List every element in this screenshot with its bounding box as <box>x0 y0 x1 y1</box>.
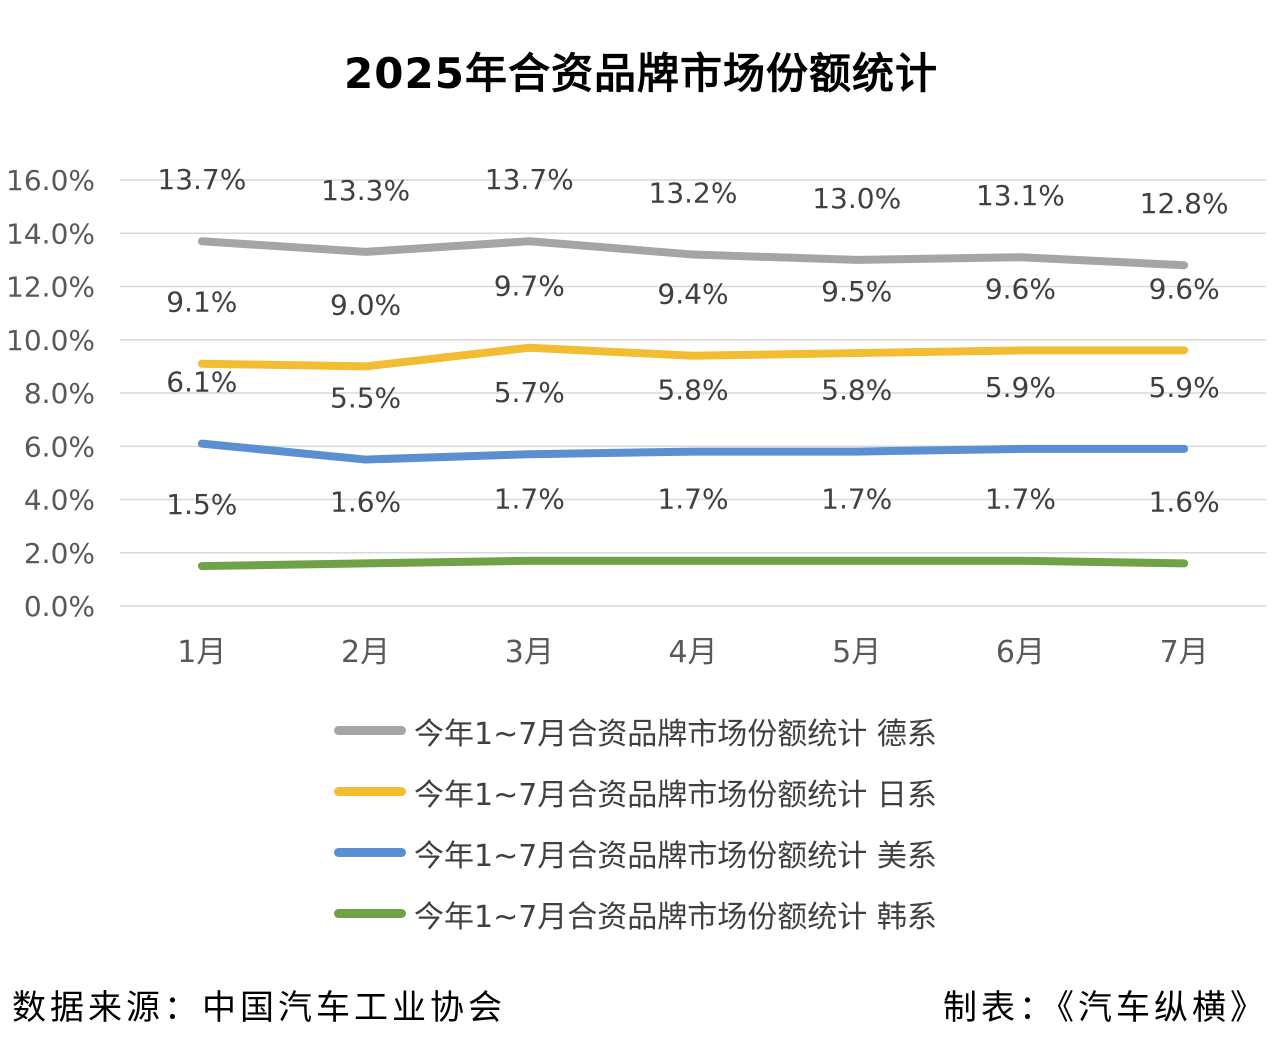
table-maker-note: 制表：《汽车纵横》 <box>943 988 1268 1028</box>
y-tick-label: 2.0% <box>24 537 95 570</box>
y-tick-label: 0.0% <box>24 590 95 623</box>
y-tick-label: 14.0% <box>6 217 95 250</box>
data-label: 13.0% <box>812 182 901 215</box>
data-label: 5.9% <box>985 371 1056 404</box>
x-tick-label: 3月 <box>505 635 554 670</box>
data-label: 1.7% <box>821 483 892 516</box>
legend-item-korean: 今年1~7月合资品牌市场份额统计 韩系 <box>334 883 1094 944</box>
legend-item-japanese: 今年1~7月合资品牌市场份额统计 日系 <box>334 761 1094 822</box>
x-tick-label: 7月 <box>1160 635 1209 670</box>
data-label: 1.5% <box>166 488 237 521</box>
data-label: 1.7% <box>985 483 1056 516</box>
legend-swatch-japanese <box>334 787 406 796</box>
data-label: 1.7% <box>494 483 565 516</box>
data-label: 9.4% <box>657 278 728 311</box>
data-label: 5.7% <box>494 376 565 409</box>
y-tick-label: 8.0% <box>24 377 95 410</box>
data-label: 9.1% <box>166 286 237 319</box>
legend-label-american: 今年1~7月合资品牌市场份额统计 美系 <box>414 838 937 874</box>
series-line <box>197 343 1189 371</box>
data-label: 1.6% <box>330 485 401 518</box>
series-line <box>197 237 1189 270</box>
chart-legend: 今年1~7月合资品牌市场份额统计 德系 今年1~7月合资品牌市场份额统计 日系 … <box>334 700 1094 944</box>
legend-swatch-korean <box>334 909 406 918</box>
data-label: 13.7% <box>485 163 574 196</box>
data-label: 13.3% <box>321 174 410 207</box>
data-label: 5.8% <box>821 374 892 407</box>
x-tick-label: 4月 <box>668 635 717 670</box>
series-line <box>197 556 1189 571</box>
data-label: 13.1% <box>976 179 1065 212</box>
legend-swatch-american <box>334 848 406 857</box>
legend-label-german: 今年1~7月合资品牌市场份额统计 德系 <box>414 716 937 752</box>
x-tick-label: 5月 <box>832 635 881 670</box>
legend-label-japanese: 今年1~7月合资品牌市场份额统计 日系 <box>414 777 937 813</box>
data-label: 9.5% <box>821 275 892 308</box>
data-label: 5.8% <box>657 374 728 407</box>
y-tick-label: 16.0% <box>6 164 95 197</box>
x-tick-label: 1月 <box>177 635 226 670</box>
data-label: 9.0% <box>330 288 401 321</box>
data-label: 13.2% <box>649 177 738 210</box>
data-label: 1.6% <box>1149 485 1220 518</box>
data-label: 12.8% <box>1140 187 1229 220</box>
data-label: 6.1% <box>166 366 237 399</box>
data-label: 1.7% <box>657 483 728 516</box>
legend-label-korean: 今年1~7月合资品牌市场份额统计 韩系 <box>414 899 937 935</box>
legend-item-american: 今年1~7月合资品牌市场份额统计 美系 <box>334 822 1094 883</box>
y-tick-label: 10.0% <box>6 324 95 357</box>
data-label: 9.6% <box>985 272 1056 305</box>
legend-swatch-german <box>334 726 406 735</box>
data-label: 5.9% <box>1149 371 1220 404</box>
legend-item-german: 今年1~7月合资品牌市场份额统计 德系 <box>334 700 1094 761</box>
data-label: 9.7% <box>494 270 565 303</box>
line-chart: 0.0% 2.0% 4.0% 6.0% 8.0% 10.0% 12.0% 14.0% 16.0%… <box>6 163 1266 670</box>
chart-title: 2025年合资品牌市场份额统计 <box>344 49 938 98</box>
x-tick-label: 6月 <box>996 635 1045 670</box>
data-label: 9.6% <box>1149 272 1220 305</box>
y-tick-label: 12.0% <box>6 271 95 304</box>
x-tick-label: 2月 <box>341 635 390 670</box>
y-tick-label: 6.0% <box>24 430 95 463</box>
y-tick-label: 4.0% <box>24 484 95 517</box>
data-label: 5.5% <box>330 382 401 415</box>
data-label: 13.7% <box>157 163 246 196</box>
data-source-note: 数据来源：中国汽车工业协会 <box>12 988 506 1028</box>
